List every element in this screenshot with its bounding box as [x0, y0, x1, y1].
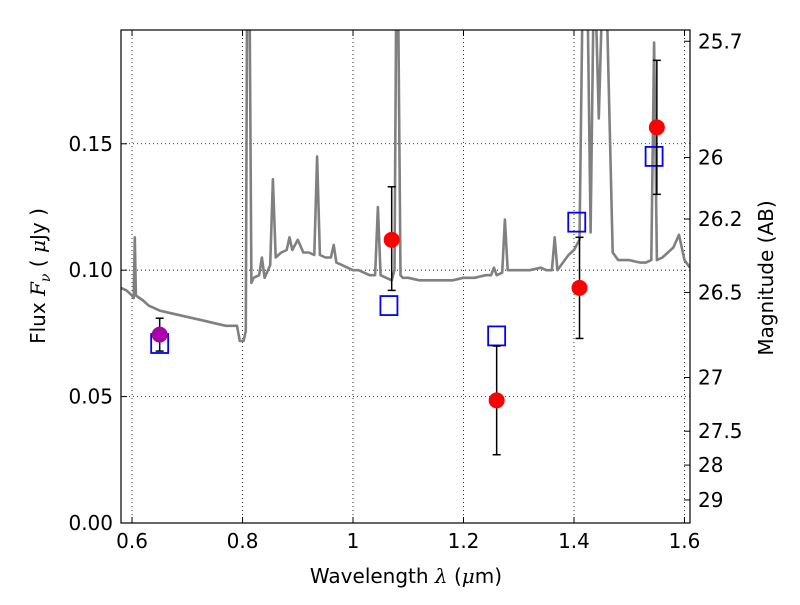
magnitude-axis-ticks: 25.7 26 26.2 26.5 27 27.5 28 29	[684, 29, 743, 512]
model-flux-square	[567, 211, 587, 233]
template-spectrum-line	[121, 30, 690, 343]
magnitude-tick-label: 27	[698, 366, 723, 390]
x-tick-label: 1	[347, 529, 360, 553]
y-tick-label: 0.15	[68, 132, 113, 156]
model-flux-square	[379, 295, 399, 316]
magnitude-tick-label: 29	[698, 488, 723, 512]
magnitude-tick-label: 25.7	[698, 29, 743, 53]
observed-flux-point	[151, 326, 168, 343]
observed-flux-point	[571, 279, 588, 296]
y-tick-label: 0.05	[68, 385, 113, 409]
observed-flux-point	[383, 231, 400, 248]
observed-flux-point	[648, 119, 665, 136]
plot-frame	[120, 29, 691, 524]
y-axis-ticks: 0.00 0.05 0.10 0.15	[68, 132, 127, 535]
magnitude-axis-title: Magnitude (AB)	[754, 200, 778, 355]
magnitude-tick-label: 26.2	[698, 207, 743, 231]
y-tick-label: 0.00	[68, 511, 113, 535]
photometry-points	[150, 59, 665, 456]
magnitude-tick-label: 26.5	[698, 280, 743, 304]
magnitude-tick-label: 28	[698, 453, 723, 477]
x-axis-ticks: 0.6 0.8 1 1.2 1.4 1.6	[116, 30, 700, 553]
y-axis-title: Flux Fν ( μJy )	[26, 208, 54, 344]
magnitude-tick-label: 26	[698, 146, 723, 170]
x-tick-label: 0.6	[116, 529, 148, 553]
template-spectrum	[121, 30, 690, 343]
model-flux-square	[644, 146, 664, 167]
magnitude-tick-label: 27.5	[698, 419, 743, 443]
x-tick-label: 1.2	[448, 529, 480, 553]
x-tick-label: 0.8	[227, 529, 259, 553]
x-axis-title: Wavelength λ (μm)	[310, 564, 502, 588]
observed-flux-point	[488, 392, 505, 409]
model-flux-square	[487, 325, 507, 347]
x-tick-label: 1.4	[558, 529, 590, 553]
x-tick-label: 1.6	[669, 529, 701, 553]
y-tick-label: 0.10	[68, 258, 113, 282]
